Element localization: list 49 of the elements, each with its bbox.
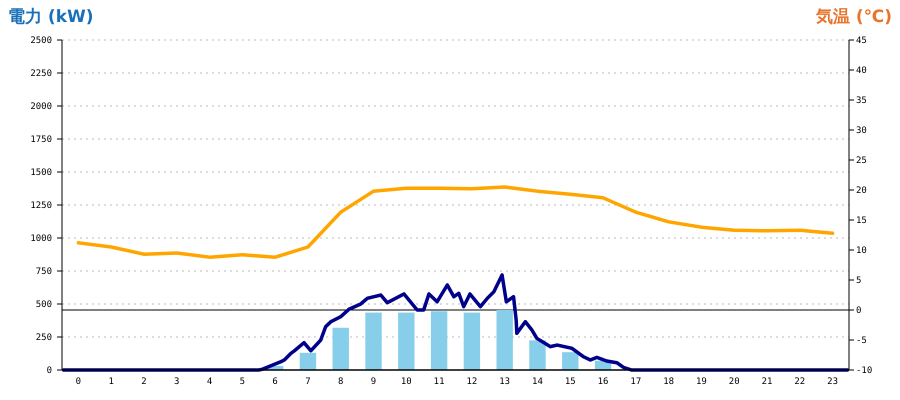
y2-tick-label: -10 [856,366,872,376]
y-tick-label: 0 [46,366,52,376]
x-tick-label: 12 [466,377,478,387]
x-tick-label: 18 [663,377,674,387]
y-tick-label: 750 [36,267,52,277]
x-tick-label: 10 [400,377,412,387]
x-tick-label: 6 [272,377,278,387]
x-tick-label: 4 [206,377,212,387]
x-tick-label: 2 [141,377,147,387]
x-tick-label: 0 [76,377,82,387]
y2-tick-label: 5 [856,276,862,286]
y2-tick-label: 25 [856,156,867,166]
y2-tick-label: 15 [856,216,867,226]
x-tick-label: 7 [305,377,311,387]
x-tick-label: 16 [598,377,608,387]
x-tick-label: 1 [108,377,114,387]
x-tick-label: 11 [434,377,445,387]
x-tick-label: 14 [532,377,543,387]
x-tick-label: 22 [794,377,806,387]
y2-tick-label: 35 [856,96,867,106]
x-tick-label: 5 [240,377,246,387]
y-tick-label: 1500 [30,168,52,178]
x-tick-label: 21 [762,377,772,387]
y-axis-title: 電力 (kW) [8,7,94,27]
y2-tick-label: 10 [856,246,867,256]
y-tick-label: 250 [36,333,52,343]
y-tick-label: 2000 [30,102,52,112]
y2-tick-label: -5 [856,336,867,346]
y-tick-label: 2500 [30,36,52,46]
x-tick-label: 15 [564,377,576,387]
x-tick-label: 8 [338,377,344,387]
y-tick-label: 1000 [30,234,52,244]
y2-tick-label: 20 [856,186,867,196]
y-tick-label: 500 [36,300,52,310]
x-tick-label: 3 [174,377,180,387]
y-tick-label: 1750 [30,135,52,145]
y2-tick-label: 0 [856,306,862,316]
x-tick-label: 9 [370,377,376,387]
x-tick-label: 17 [630,377,642,387]
x-tick-label: 23 [827,377,838,387]
y-tick-label: 2250 [30,69,52,79]
y2-tick-label: 30 [856,126,867,136]
x-tick-label: 20 [728,377,740,387]
y2-tick-label: 45 [856,36,867,46]
y2-tick-label: 40 [856,66,867,76]
x-tick-label: 19 [696,377,707,387]
y-tick-label: 1250 [30,201,52,211]
y2-axis-title: 気温 (℃) [814,7,892,27]
x-tick-label: 13 [499,377,510,387]
